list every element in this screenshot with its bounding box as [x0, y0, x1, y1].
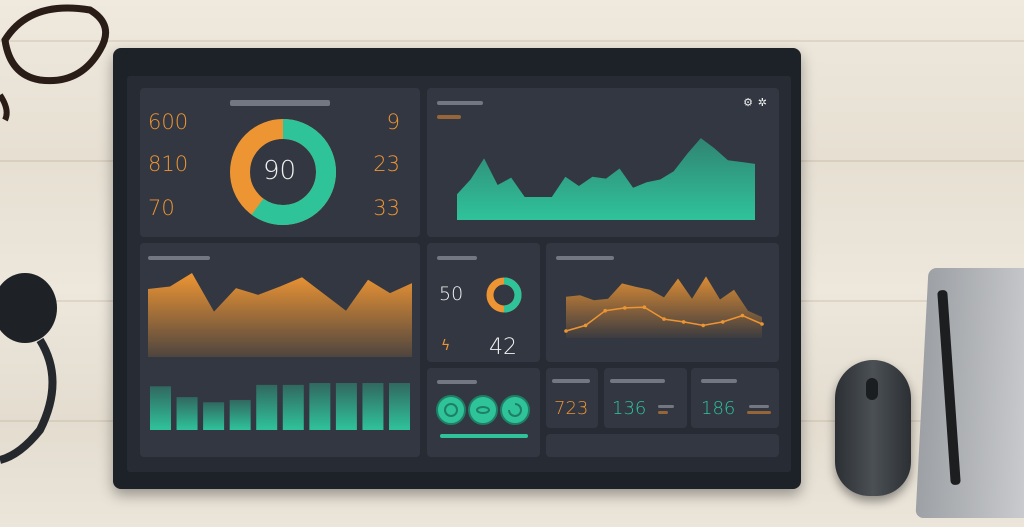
- flame-icon: ϟ: [441, 338, 451, 354]
- title-placeholder: [437, 380, 477, 384]
- stat-card-3: 186: [691, 368, 779, 428]
- trend-panel: ⚙ ✲: [427, 88, 779, 237]
- label-placeholder: [610, 379, 665, 383]
- settings-icon[interactable]: ✲: [757, 96, 767, 109]
- stat-value: 723: [554, 398, 589, 419]
- title-placeholder: [556, 256, 614, 260]
- bar: [229, 399, 251, 430]
- bar: [362, 383, 384, 430]
- mini-value-b: 42: [489, 335, 517, 360]
- data-point: [740, 313, 745, 318]
- spiral-panel: [427, 368, 540, 457]
- data-point: [642, 305, 647, 309]
- bar: [389, 383, 410, 430]
- area-series: [148, 273, 412, 357]
- label-placeholder: [747, 411, 771, 414]
- data-point: [623, 306, 627, 310]
- mini-stats-panel: 50 ϟ 42: [427, 243, 540, 362]
- right-value-1: 9: [386, 110, 400, 134]
- mouse-wheel: [866, 378, 878, 400]
- orange-line-panel: [546, 243, 779, 362]
- title-placeholder: [437, 101, 483, 105]
- subtitle-placeholder: [437, 115, 461, 119]
- data-point: [583, 323, 588, 328]
- data-point: [564, 329, 568, 333]
- score-center-value: 90: [263, 156, 297, 186]
- donut-green-segment: [230, 119, 336, 225]
- stat-card-2: 136: [604, 368, 687, 428]
- bar: [335, 383, 357, 430]
- data-point: [681, 320, 686, 324]
- left-value-3: 70: [148, 196, 175, 220]
- right-value-3: 33: [373, 196, 400, 220]
- right-value-2: 23: [373, 152, 400, 176]
- score-panel: 600 810 70 9 23 33 90: [140, 88, 420, 237]
- data-point: [760, 322, 764, 326]
- bar: [309, 383, 331, 430]
- label-placeholder: [749, 405, 769, 408]
- left-value-2: 810: [148, 152, 189, 176]
- label-placeholder: [658, 405, 674, 408]
- stat-value: 136: [612, 398, 647, 419]
- bar: [176, 397, 198, 430]
- notebook: [915, 268, 1024, 518]
- bar: [203, 402, 225, 430]
- spiral-icons: [436, 395, 530, 438]
- data-point: [603, 308, 607, 313]
- green-bar-chart: [150, 383, 410, 430]
- stat-value: 186: [701, 398, 736, 419]
- label-placeholder: [552, 379, 590, 383]
- data-point: [662, 317, 666, 321]
- bar: [256, 384, 278, 430]
- stat-card-1: 723: [546, 368, 598, 428]
- glasses-icon: [0, 4, 110, 122]
- label-placeholder: [658, 411, 668, 414]
- bottom-bar: [546, 434, 779, 457]
- area-line-chart: [564, 276, 764, 338]
- bar: [150, 386, 171, 430]
- data-point: [721, 320, 725, 324]
- area-series: [457, 138, 755, 220]
- headphones-icon: [0, 273, 57, 464]
- mini-value-a: 50: [439, 283, 464, 305]
- score-donut: [230, 119, 336, 225]
- title-placeholder: [437, 256, 477, 260]
- trend-area-chart: [457, 138, 755, 220]
- panel-title-placeholder: [230, 100, 330, 106]
- orange-area-chart: [148, 273, 412, 357]
- mini-donut: [486, 277, 522, 313]
- area-series: [566, 276, 762, 338]
- consumption-panel: [140, 243, 420, 457]
- bar: [282, 384, 304, 430]
- left-value-1: 600: [148, 110, 189, 134]
- title-placeholder: [148, 256, 210, 260]
- data-point: [701, 323, 705, 328]
- donut-green-segment: [486, 277, 522, 313]
- gear-icon[interactable]: ⚙: [743, 96, 753, 109]
- label-placeholder: [701, 379, 737, 383]
